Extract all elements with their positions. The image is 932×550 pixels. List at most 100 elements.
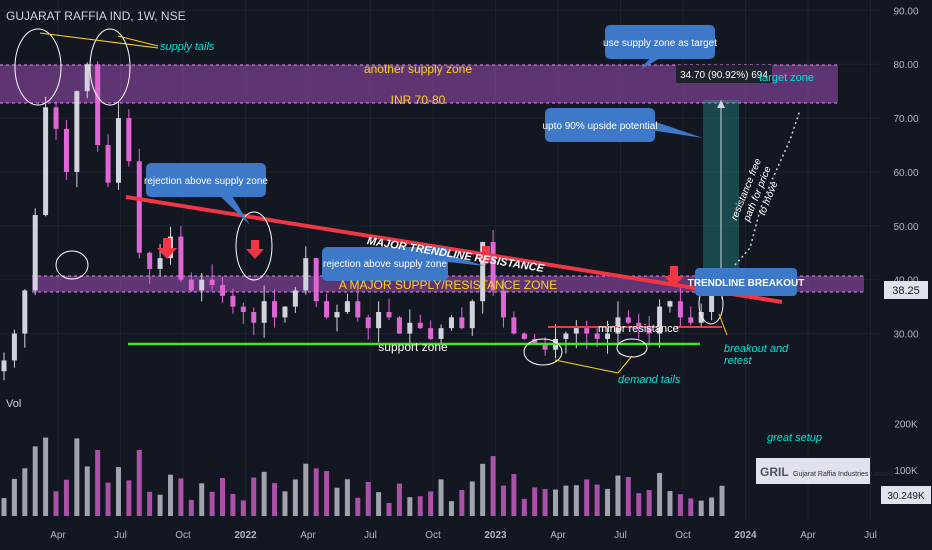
another-supply-zone-label: another supply zone [364,62,472,76]
volume-bar [292,479,298,516]
candle-body [667,301,673,307]
measure-label: 34.70 (90.92%) 694 [676,65,772,83]
minor-resistance-label: minor resistance [598,323,679,335]
candle-body [584,328,590,334]
measure-box [703,100,739,290]
candle-body [220,285,226,296]
candle-body [313,258,319,302]
volume-bar [396,483,402,516]
volume-bar [32,446,38,516]
red-arrows [157,238,684,287]
candle-body [386,311,392,318]
volume-bar [167,474,173,516]
volume-bar [261,471,267,516]
candle-body [115,118,121,183]
volume-bar [532,487,538,516]
svg-text:Gujarat Raffia Industries Limi: Gujarat Raffia Industries Limited [793,471,893,478]
volume-bar [105,482,111,516]
chart-title: GUJARAT RAFFIA IND, 1W, NSE [6,9,186,23]
volume-bar [709,497,715,516]
volume-bar [84,466,90,516]
candle-body [272,301,278,318]
volume-bar [11,478,17,516]
candle-body [334,311,340,318]
candle-body [1,360,7,372]
time-tick-label: 2023 [484,530,507,541]
candle-body [74,91,80,172]
candle-body [563,333,569,339]
candle-body [521,333,527,339]
volume-bar [1,498,7,516]
volume-bar [469,481,475,516]
volume-bar [43,437,49,516]
callout-rejection-1: rejection above supply zone [144,163,268,225]
candle-body [490,241,496,291]
svg-text:rejection above supply zone: rejection above supply zone [144,176,268,187]
svg-text:34.70 (90.92%) 694: 34.70 (90.92%) 694 [680,70,768,81]
highlight-circles [14,28,724,366]
volume-bar [220,478,226,516]
price-tick-label: 60.00 [893,168,918,179]
svg-text:TRENDLINE BREAKOUT: TRENDLINE BREAKOUT [688,278,805,289]
time-tick-label: Jul [864,530,877,541]
candle-body [532,338,538,345]
candle-body [542,344,548,350]
price-tick-label: 80.00 [893,60,918,71]
candle-body [480,241,486,302]
volume-bar [480,463,486,516]
candle-body [594,333,600,339]
volume-bar [63,479,69,516]
volume-bar [615,475,621,516]
volume-bar [157,494,163,516]
arrow-down-icon [157,238,177,259]
arrow-down-icon [477,246,495,265]
volume-bar [719,485,725,516]
volume-bar [667,491,673,516]
candle-body [43,107,49,216]
candle-body [53,107,59,129]
volume-bar [178,478,184,516]
price-tick-label: 70.00 [893,114,918,125]
candle-body [365,317,371,329]
volume-bar [490,456,496,516]
candle-body [636,322,642,329]
candle-body [324,301,330,318]
candle-body [500,290,506,318]
candle-body [417,322,423,329]
candle-body [230,295,236,307]
candle-body [407,322,413,334]
breakout-retest-label-2: retest [724,355,752,367]
callout-breakout: TRENDLINE BREAKOUT [688,268,805,296]
volume-bar [605,488,611,516]
time-axis: Apr Jul Oct 2022 Apr Jul Oct 2023 Apr Jul Oct 2024 A… [50,530,877,541]
candle-body [573,328,579,334]
volume-tick-label: 200K [894,420,918,431]
volume-bar [657,472,663,516]
volume-bar [573,485,579,516]
volume-bar [230,493,236,516]
candle-body [646,328,652,334]
volume-bar [188,499,194,516]
svg-text:38.25: 38.25 [892,285,920,297]
callout-use-supply: use supply zone as target [603,25,717,70]
time-tick-label: 2024 [734,530,757,541]
time-tick-label: Oct [425,530,441,541]
time-tick-label: Oct [675,530,691,541]
demand-tails-label: demand tails [618,374,681,386]
volume-bar [417,496,423,516]
candle-body [677,301,683,318]
candle-body [251,311,257,323]
volume-bar [677,494,683,516]
time-tick-label: Jul [114,530,127,541]
company-logo: GRIL Gujarat Raffia Industries Limited [756,458,893,484]
volume-bar [199,483,205,516]
volume-bar [698,500,704,516]
volume-label: Vol [6,398,21,410]
volume-bar [521,498,527,516]
volume-bar [147,491,153,516]
volume-bar [386,502,392,516]
candle-body [84,64,90,92]
candle-body [22,290,28,334]
volume-bar [303,463,309,516]
price-tick-label: 90.00 [893,6,918,17]
